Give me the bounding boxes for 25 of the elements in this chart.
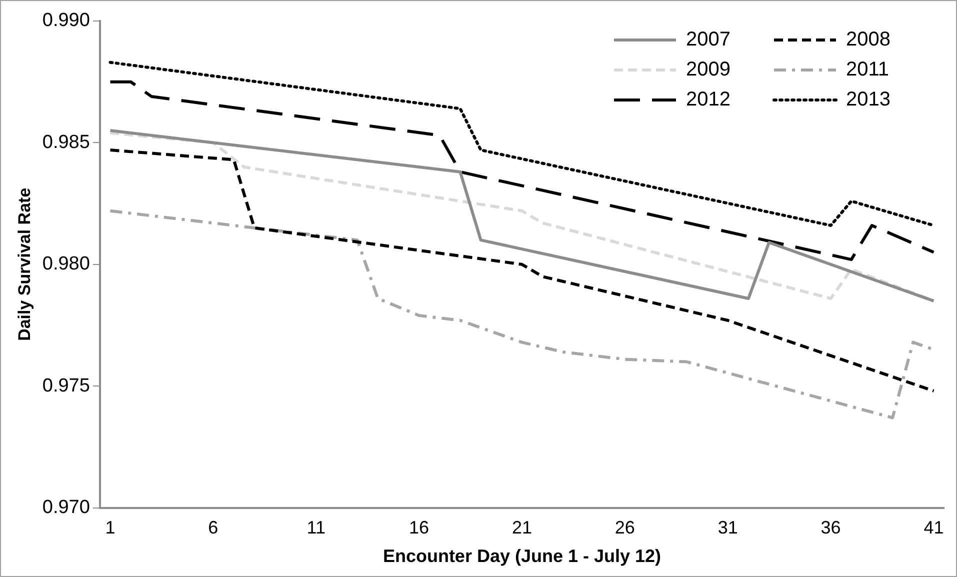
x-tick-label: 16 <box>409 518 430 538</box>
y-tick-label: 0.980 <box>42 254 90 275</box>
legend-label: 2007 <box>686 28 730 51</box>
x-axis-title: Encounter Day (June 1 - July 12) <box>382 546 662 566</box>
legend-label: 2013 <box>846 88 890 111</box>
legend-label: 2009 <box>686 58 730 81</box>
legend-label: 2008 <box>846 28 890 51</box>
x-tick-label: 6 <box>208 518 218 538</box>
legend-label: 2012 <box>686 88 730 111</box>
x-tick-label: 11 <box>306 518 326 538</box>
x-tick-label: 21 <box>512 518 532 538</box>
x-tick-label: 31 <box>718 518 738 538</box>
x-tick-label: 1 <box>105 518 116 538</box>
legend-label: 2011 <box>846 58 890 81</box>
y-tick-label: 0.990 <box>42 10 90 32</box>
x-tick-label: 26 <box>614 518 635 538</box>
y-tick-label: 0.970 <box>42 497 90 518</box>
y-tick-label: 0.975 <box>42 375 90 396</box>
x-tick-label: 41 <box>924 518 944 538</box>
y-axis-title: Daily Survival Rate <box>14 188 34 341</box>
line-series <box>108 148 936 392</box>
line-series <box>108 60 936 227</box>
x-tick-label: 36 <box>820 518 841 538</box>
y-tick-label: 0.985 <box>42 132 90 153</box>
line-series <box>108 80 936 262</box>
